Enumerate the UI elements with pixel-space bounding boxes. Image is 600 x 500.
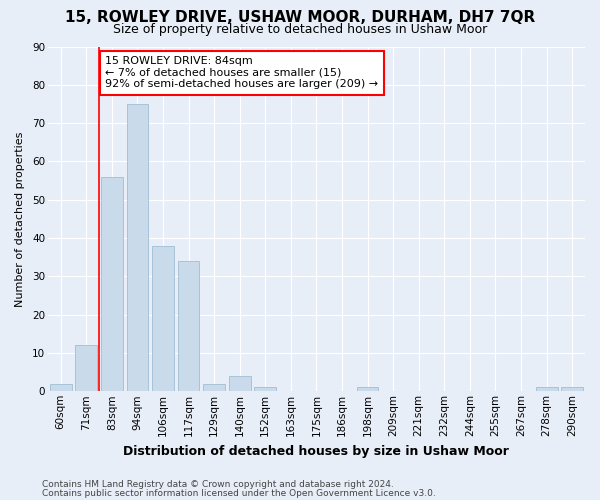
Bar [229,376,251,392]
X-axis label: Distribution of detached houses by size in Ushaw Moor: Distribution of detached houses by size … [124,444,509,458]
Y-axis label: Number of detached properties: Number of detached properties [15,131,25,306]
Bar [254,388,276,392]
Bar [536,388,557,392]
Text: Size of property relative to detached houses in Ushaw Moor: Size of property relative to detached ho… [113,22,487,36]
Bar [50,384,71,392]
Bar [357,388,379,392]
Bar [178,261,199,392]
Text: 15 ROWLEY DRIVE: 84sqm
← 7% of detached houses are smaller (15)
92% of semi-deta: 15 ROWLEY DRIVE: 84sqm ← 7% of detached … [106,56,379,90]
Bar [152,246,174,392]
Bar [101,176,122,392]
Text: 15, ROWLEY DRIVE, USHAW MOOR, DURHAM, DH7 7QR: 15, ROWLEY DRIVE, USHAW MOOR, DURHAM, DH… [65,10,535,25]
Text: Contains HM Land Registry data © Crown copyright and database right 2024.: Contains HM Land Registry data © Crown c… [42,480,394,489]
Bar [127,104,148,392]
Text: Contains public sector information licensed under the Open Government Licence v3: Contains public sector information licen… [42,488,436,498]
Bar [562,388,583,392]
Bar [76,346,97,392]
Bar [203,384,225,392]
